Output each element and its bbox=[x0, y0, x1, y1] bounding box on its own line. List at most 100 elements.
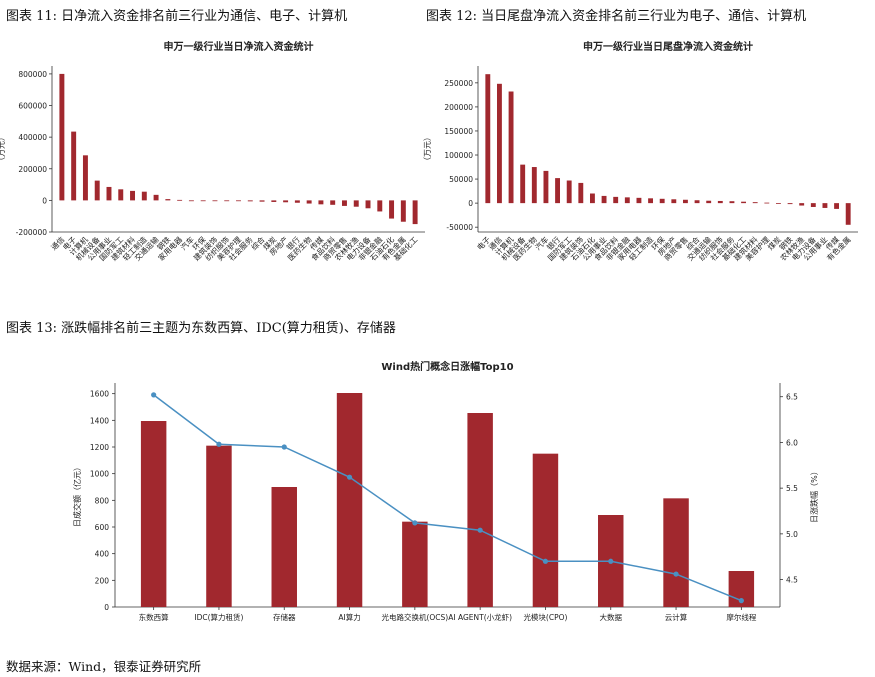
chart1-bar bbox=[341, 200, 347, 206]
chart2-bar bbox=[787, 203, 793, 205]
chart1-bar bbox=[106, 186, 112, 201]
chart2-bar bbox=[578, 182, 584, 204]
chart3-y-tick-label: 1000 bbox=[90, 470, 109, 479]
chart3-title: Wind热门概念日涨幅Top10 bbox=[381, 360, 513, 373]
chart2-bar bbox=[496, 83, 502, 204]
chart3-x-tick-label: 存储器 bbox=[273, 612, 296, 622]
chart2-bar bbox=[845, 203, 851, 225]
chart3-x-tick-label: AI AGENT(小龙虾) bbox=[448, 612, 512, 622]
chart3-x-tick-label: 东数西算 bbox=[139, 612, 169, 622]
chart3-x-tick-label: AI算力 bbox=[338, 612, 360, 622]
chart1-y-tick-label: 200000 bbox=[18, 165, 47, 174]
chart2-title: 申万一级行业当日尾盘净流入资金统计 bbox=[583, 40, 753, 53]
chart2-y-tick-label: 50000 bbox=[449, 175, 473, 184]
chart2-bar bbox=[543, 170, 549, 204]
chart2-bar bbox=[671, 199, 677, 204]
chart3-y-tick-label: 400 bbox=[95, 550, 110, 559]
chart3-line-series bbox=[153, 394, 742, 602]
chart3-y-tick-label: 0 bbox=[104, 603, 109, 612]
chart3-bar bbox=[532, 453, 559, 607]
chart1-title: 申万一级行业当日净流入资金统计 bbox=[164, 40, 314, 53]
chart1-bar bbox=[306, 200, 312, 204]
chart1-bar bbox=[212, 200, 218, 202]
chart1-bar bbox=[71, 131, 77, 201]
chart2-bar bbox=[799, 203, 805, 206]
chart2-y-tick-label: 200000 bbox=[444, 103, 473, 112]
chart1-y-tick-label: -200000 bbox=[16, 228, 48, 237]
chart3-bar bbox=[467, 413, 493, 607]
chart1-bar bbox=[118, 189, 124, 201]
chart1-y-tick-label: 400000 bbox=[18, 133, 47, 142]
chart3-line-point bbox=[412, 520, 418, 526]
chart1-y-tick-label: 800000 bbox=[18, 70, 47, 79]
chart1-y-tick-label: 600000 bbox=[18, 102, 47, 111]
chart2-bar bbox=[566, 180, 572, 204]
chart2-y-tick-label: -50000 bbox=[446, 223, 473, 232]
chart3-bar bbox=[140, 421, 167, 607]
chart3-x-tick-label: 摩尔线程 bbox=[726, 612, 756, 622]
chart2-bar bbox=[729, 201, 735, 204]
chart1-bar bbox=[82, 155, 88, 201]
chart3-x-tick-label: 光电路交换机(OCS) bbox=[381, 612, 448, 622]
chart1-bar bbox=[412, 200, 418, 225]
chart3-line-point bbox=[542, 558, 549, 564]
chart2-bar bbox=[531, 167, 537, 204]
chart1-bar bbox=[330, 200, 336, 205]
chart3-y-tick-label: 1400 bbox=[90, 416, 109, 425]
chart3-y-tick-label: 1200 bbox=[90, 443, 109, 452]
chart3-line-point bbox=[216, 441, 222, 447]
chart2-y-tick-label: 150000 bbox=[444, 127, 473, 136]
chart1-bar bbox=[177, 199, 183, 201]
chart3-bar bbox=[663, 498, 689, 607]
chart2-y-tick-label: 0 bbox=[468, 199, 473, 208]
chart2-bar bbox=[682, 199, 688, 204]
chart2-y-tick-label: 250000 bbox=[444, 79, 473, 88]
chart1-bar bbox=[59, 73, 65, 201]
data-source-note: 数据来源：Wind，银泰证券研究所 bbox=[6, 659, 202, 674]
figure-12-caption: 图表 12: 当日尾盘净流入资金排名前三行业为电子、通信、计算机 bbox=[426, 9, 807, 24]
chart3-y-right-tick-label: 5.0 bbox=[786, 530, 798, 539]
chart2-bar bbox=[822, 203, 828, 208]
chart3-x-tick-label: 云计算 bbox=[665, 612, 688, 622]
chart1-bar bbox=[130, 190, 136, 201]
chart1-bar bbox=[283, 200, 289, 203]
chart3-bar bbox=[402, 521, 428, 607]
chart3-y-right-tick-label: 6.0 bbox=[786, 438, 798, 447]
chart2-bar bbox=[520, 164, 526, 204]
chart2-bar bbox=[752, 202, 758, 204]
chart3-y-tick-label: 200 bbox=[95, 576, 110, 585]
chart2-bar bbox=[694, 200, 700, 204]
chart2-y-tick-label: 100000 bbox=[444, 151, 473, 160]
chart2-bar bbox=[775, 203, 781, 204]
chart2-bar bbox=[834, 203, 840, 209]
chart1-bar bbox=[247, 200, 253, 202]
chart2-bar bbox=[601, 195, 607, 204]
chart3-bar bbox=[206, 445, 232, 607]
chart1-bar bbox=[188, 200, 194, 202]
chart2-bar bbox=[810, 203, 816, 207]
chart3-line-point bbox=[346, 474, 353, 480]
chart3-line-point bbox=[673, 571, 679, 577]
chart3-y-right-tick-label: 6.5 bbox=[786, 393, 798, 402]
chart3-line-point bbox=[477, 527, 483, 533]
chart1-bar bbox=[318, 200, 324, 205]
chart2-bar bbox=[659, 198, 665, 204]
chart1-bar bbox=[389, 200, 395, 219]
chart1-bar bbox=[236, 200, 241, 202]
chart1-bar bbox=[153, 194, 159, 201]
chart1-y-tick-label: 0 bbox=[42, 196, 47, 205]
chart3-line-point bbox=[608, 558, 614, 564]
chart2-bar bbox=[648, 198, 654, 204]
chart3-y-label-right: 日涨跌幅（%） bbox=[809, 467, 819, 523]
chart1-bar bbox=[271, 200, 277, 202]
chart2-bar bbox=[636, 197, 642, 204]
figure-11-caption: 图表 11: 日净流入资金排名前三行业为通信、电子、计算机 bbox=[6, 9, 348, 24]
chart3-x-tick-label: 光模块(CPO) bbox=[523, 612, 567, 622]
chart3-x-tick-label: 大数据 bbox=[600, 612, 623, 622]
chart3-y-tick-label: 1600 bbox=[90, 390, 109, 399]
chart3-x-tick-label: IDC(算力租赁) bbox=[194, 612, 243, 622]
chart3-y-right-tick-label: 5.5 bbox=[786, 484, 798, 493]
chart1-bar bbox=[259, 200, 265, 202]
chart3-y-right-tick-label: 4.5 bbox=[786, 576, 798, 585]
chart1-bar bbox=[294, 200, 300, 203]
